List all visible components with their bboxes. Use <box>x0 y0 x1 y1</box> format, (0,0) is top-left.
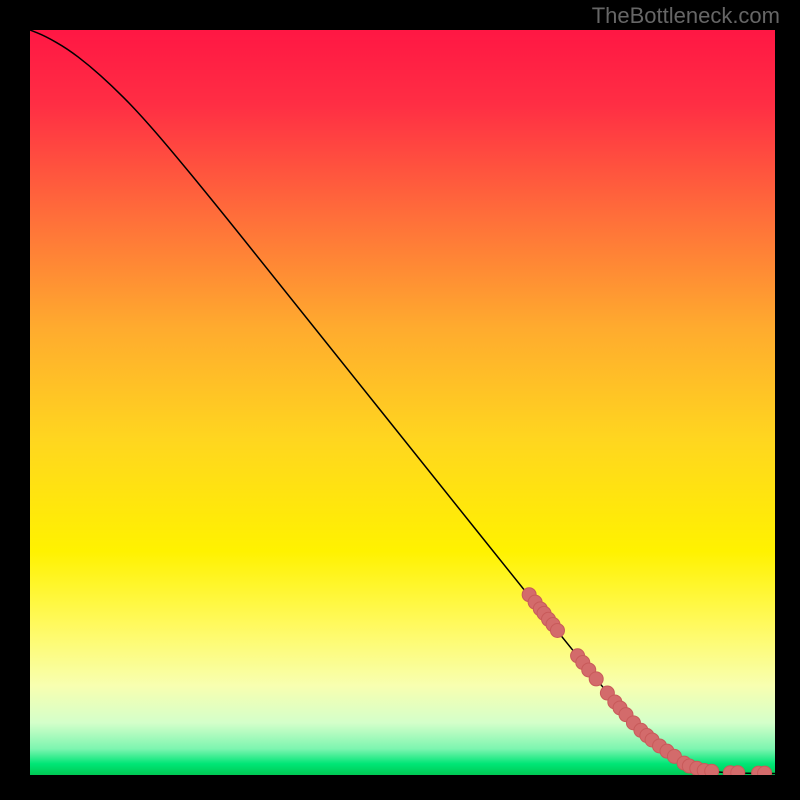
data-point <box>731 766 745 775</box>
watermark-text: TheBottleneck.com <box>592 3 780 29</box>
chart-background <box>30 30 775 775</box>
data-point <box>589 672 603 686</box>
data-point <box>550 623 564 637</box>
data-point <box>705 764 719 775</box>
data-point <box>758 766 772 775</box>
chart-container <box>30 30 775 775</box>
bottleneck-curve-chart <box>30 30 775 775</box>
